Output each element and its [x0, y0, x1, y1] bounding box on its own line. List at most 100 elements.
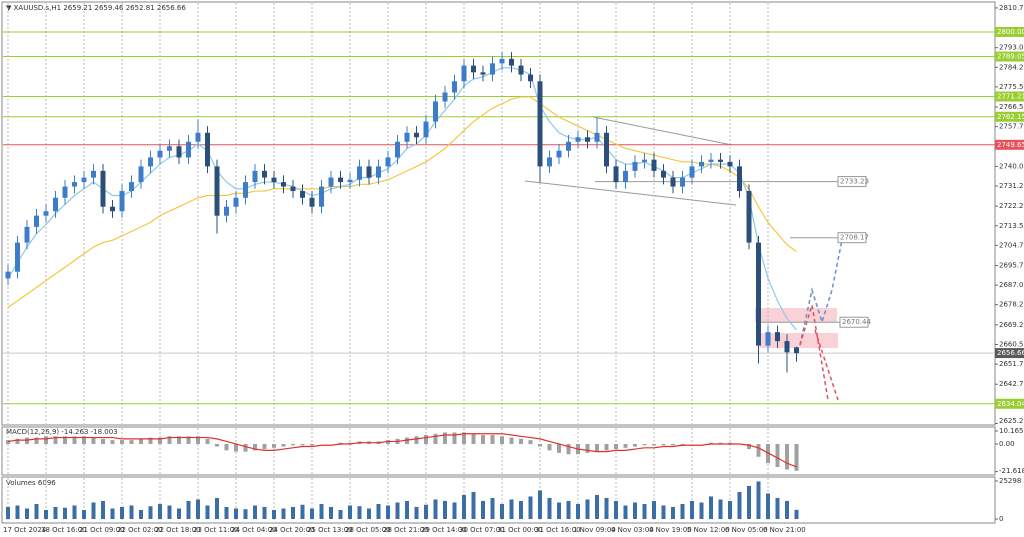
- candle-body: [518, 65, 524, 75]
- macd-bar: [747, 443, 751, 450]
- volume-bar: [462, 494, 466, 519]
- macd-bar: [129, 440, 134, 444]
- volume-bar: [424, 504, 428, 519]
- candle-body: [119, 191, 125, 212]
- macd-bar: [405, 437, 409, 444]
- macd-bar: [243, 443, 248, 452]
- volume-bar: [690, 500, 694, 519]
- candle-body: [110, 206, 115, 212]
- volume-panel-frame: [1, 476, 996, 524]
- macd-panel-frame: [1, 426, 996, 476]
- y-tick-label: 2651.75: [999, 360, 1024, 368]
- level-tag: [995, 51, 1024, 62]
- macd-bar: [91, 437, 96, 444]
- candle-body: [433, 101, 438, 122]
- volume-bar: [756, 481, 761, 519]
- macd-bar: [661, 443, 666, 446]
- x-tick-label: 4 Nov 03:00: [611, 526, 654, 534]
- macd-bar: [177, 436, 181, 444]
- volume-bar: [566, 500, 571, 519]
- candle-body: [414, 132, 419, 138]
- candle-body: [604, 132, 609, 167]
- candle-body: [490, 63, 495, 75]
- marked-level-label: 2708.17: [840, 234, 869, 242]
- level-label: 2771.21: [997, 92, 1024, 100]
- macd-bar: [424, 435, 428, 444]
- y-tick-label: -21.618: [999, 467, 1024, 475]
- volume-bar: [766, 493, 770, 519]
- candle-body: [528, 74, 533, 82]
- macd-bar: [585, 443, 590, 453]
- volume-bar: [310, 508, 314, 519]
- y-tick-label: 0.00: [999, 440, 1015, 448]
- candle-body: [290, 186, 296, 192]
- macd-bar: [443, 432, 447, 444]
- volume-bar: [680, 503, 685, 519]
- candle-body: [566, 141, 571, 151]
- volume-bar: [433, 499, 438, 519]
- candle-body: [585, 137, 590, 142]
- candle-body: [15, 242, 20, 272]
- volume-bar: [490, 497, 495, 519]
- level-tag: [995, 139, 1024, 150]
- candle-body: [575, 137, 581, 142]
- volume-bar: [652, 500, 656, 519]
- volume-bar: [91, 502, 96, 519]
- candle-body: [547, 157, 552, 167]
- volume-bar: [319, 503, 324, 519]
- volume-bar: [576, 503, 580, 519]
- volume-bar: [15, 505, 20, 519]
- candle-body: [670, 177, 676, 187]
- y-tick-label: 10.165: [999, 427, 1024, 435]
- macd-bar: [709, 442, 713, 444]
- macd-bar: [557, 443, 561, 453]
- macd-bar: [72, 436, 77, 444]
- y-tick-label: 2713.50: [999, 222, 1024, 230]
- candle-body: [366, 166, 372, 178]
- candle-body: [186, 141, 191, 158]
- volume-bar: [63, 507, 67, 519]
- macd-bar: [462, 432, 466, 444]
- candle-body: [328, 177, 334, 187]
- candle-body: [243, 182, 248, 198]
- volume-bar: [281, 508, 286, 519]
- candle-body: [100, 170, 106, 207]
- macd-bar: [139, 438, 143, 444]
- candle-body: [461, 65, 467, 82]
- x-tick-label: 28 Oct 21:00: [383, 526, 429, 534]
- zone-lower: [760, 333, 838, 348]
- volume-bar: [167, 505, 172, 519]
- volume-label: Volumes 6096: [6, 479, 56, 487]
- symbol: XAUUSD.s,H1: [14, 4, 61, 12]
- candle-body: [376, 166, 381, 178]
- candle-body: [300, 191, 305, 198]
- marked-level-label: 2670.44: [842, 318, 871, 326]
- volume-bar: [633, 502, 637, 519]
- macd-bar: [538, 443, 542, 447]
- level-label: 2749.65: [997, 141, 1024, 149]
- macd-bar: [386, 440, 390, 444]
- macd-bar: [595, 443, 599, 452]
- y-tick-label: 2669.25: [999, 321, 1024, 329]
- candle-body: [309, 197, 315, 207]
- last-open: 2659.21: [63, 4, 92, 12]
- macd-bar: [53, 436, 58, 444]
- volume-bar: [718, 499, 723, 519]
- candle-body: [176, 146, 182, 158]
- candle-body: [613, 166, 619, 183]
- x-tick-label: 22 Oct 18:00: [155, 526, 201, 534]
- x-tick-label: 18 Oct 16:00: [41, 526, 87, 534]
- candle-body: [689, 166, 695, 178]
- x-tick-label: 5 Nov 12:00: [687, 526, 730, 534]
- macd-bar: [756, 443, 761, 457]
- candle-body: [167, 146, 172, 151]
- candle-body: [537, 81, 543, 167]
- last-low: 2652.81: [126, 4, 155, 12]
- macd-bar: [110, 440, 115, 444]
- volume-bar: [737, 491, 742, 519]
- marked-level-tag: [837, 176, 867, 188]
- candle-body: [423, 121, 429, 138]
- volume-bar: [699, 502, 704, 519]
- volume-bar: [25, 508, 29, 519]
- volume-bar: [82, 509, 86, 519]
